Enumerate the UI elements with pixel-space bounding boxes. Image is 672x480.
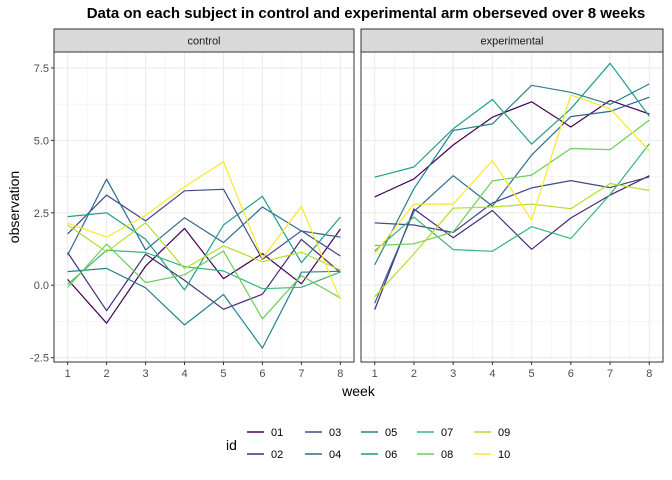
x-tick-label: 1 — [372, 368, 378, 380]
legend-label: 09 — [498, 427, 510, 439]
panel-border — [53, 51, 355, 363]
x-tick-label: 3 — [450, 368, 456, 380]
y-tick-label: 2.5 — [34, 208, 49, 220]
x-tick-label: 7 — [607, 368, 613, 380]
gridlines — [361, 52, 663, 362]
legend-entry-02: 02 — [247, 449, 283, 461]
series-line-experimental-02 — [374, 175, 650, 310]
x-tick-label: 2 — [104, 368, 110, 380]
series-lines — [67, 161, 341, 349]
legend-label: 07 — [441, 427, 453, 439]
x-axis-title: week — [341, 383, 376, 399]
y-tick-label: 7.5 — [34, 63, 49, 75]
facet-panels: control 1 2 3 4 5 6 7 8 experimental 1 2 3 4 5 6 7 8 — [53, 28, 664, 380]
legend-entry-10: 10 — [474, 449, 510, 461]
legend-entry-07: 07 — [417, 427, 453, 439]
series-line-control-09 — [67, 222, 341, 271]
legend-title: id — [226, 437, 237, 453]
legend-label: 01 — [271, 427, 283, 439]
x-tick-label: 8 — [337, 368, 343, 380]
x-tick-label: 2 — [411, 368, 417, 380]
series-line-control-01 — [67, 227, 341, 324]
legend-entry-09: 09 — [474, 427, 510, 439]
y-axis-title: observation — [6, 171, 22, 243]
legend-label: 03 — [329, 427, 341, 439]
series-line-experimental-07 — [374, 143, 650, 252]
strip-label: control — [187, 36, 220, 48]
series-line-experimental-04 — [374, 96, 650, 304]
panel-control: control 1 2 3 4 5 6 7 8 — [53, 28, 355, 380]
strip-label: experimental — [481, 36, 544, 48]
x-axis-ticks: 1 2 3 4 5 6 7 8 — [372, 362, 652, 380]
axes: -2.5 0.0 2.5 5.0 7.5 week observation — [6, 63, 376, 399]
legend-label: 06 — [385, 449, 397, 461]
series-line-experimental-08 — [374, 119, 650, 247]
legend-entry-06: 06 — [361, 449, 397, 461]
x-tick-label: 6 — [259, 368, 265, 380]
legend-entry-08: 08 — [417, 449, 453, 461]
legend-entry-05: 05 — [361, 427, 397, 439]
series-line-experimental-01 — [374, 99, 650, 198]
series-line-experimental-09 — [374, 182, 650, 298]
y-tick-label: -2.5 — [30, 353, 49, 365]
series-line-experimental-03 — [374, 176, 650, 234]
x-tick-label: 3 — [142, 368, 148, 380]
x-tick-label: 4 — [489, 368, 495, 380]
chart-title: Data on each subject in control and expe… — [87, 5, 646, 22]
y-tick-label: 0.0 — [34, 280, 49, 292]
series-line-control-10 — [67, 161, 341, 300]
x-tick-label: 7 — [298, 368, 304, 380]
series-lines — [374, 62, 650, 310]
x-tick-label: 8 — [646, 368, 652, 380]
legend-entry-01: 01 — [247, 427, 283, 439]
series-line-experimental-06 — [374, 62, 650, 178]
panel-border — [360, 51, 664, 363]
series-line-control-03 — [67, 188, 341, 260]
y-tick-label: 5.0 — [34, 135, 49, 147]
x-tick-label: 4 — [181, 368, 187, 380]
x-tick-label: 5 — [529, 368, 535, 380]
series-line-control-08 — [67, 243, 341, 320]
legend: id 01 02 03 04 05 06 07 08 09 10 — [226, 427, 510, 461]
x-axis-ticks: 1 2 3 4 5 6 7 8 — [65, 362, 343, 380]
x-tick-label: 1 — [65, 368, 71, 380]
y-axis-ticks: -2.5 0.0 2.5 5.0 7.5 — [30, 63, 54, 365]
series-line-experimental-10 — [374, 94, 650, 254]
x-tick-label: 6 — [568, 368, 574, 380]
series-line-experimental-05 — [374, 83, 650, 266]
series-line-control-02 — [67, 238, 341, 312]
x-tick-label: 5 — [220, 368, 226, 380]
legend-entry-04: 04 — [305, 449, 341, 461]
series-line-control-04 — [67, 178, 341, 256]
legend-label: 05 — [385, 427, 397, 439]
legend-label: 08 — [441, 449, 453, 461]
panel-experimental: experimental 1 2 3 4 5 6 7 8 — [360, 28, 664, 380]
series-line-control-05 — [67, 267, 341, 349]
gridlines — [54, 52, 354, 362]
legend-label: 04 — [329, 449, 341, 461]
legend-label: 02 — [271, 449, 283, 461]
legend-label: 10 — [498, 449, 510, 461]
legend-entry-03: 03 — [305, 427, 341, 439]
